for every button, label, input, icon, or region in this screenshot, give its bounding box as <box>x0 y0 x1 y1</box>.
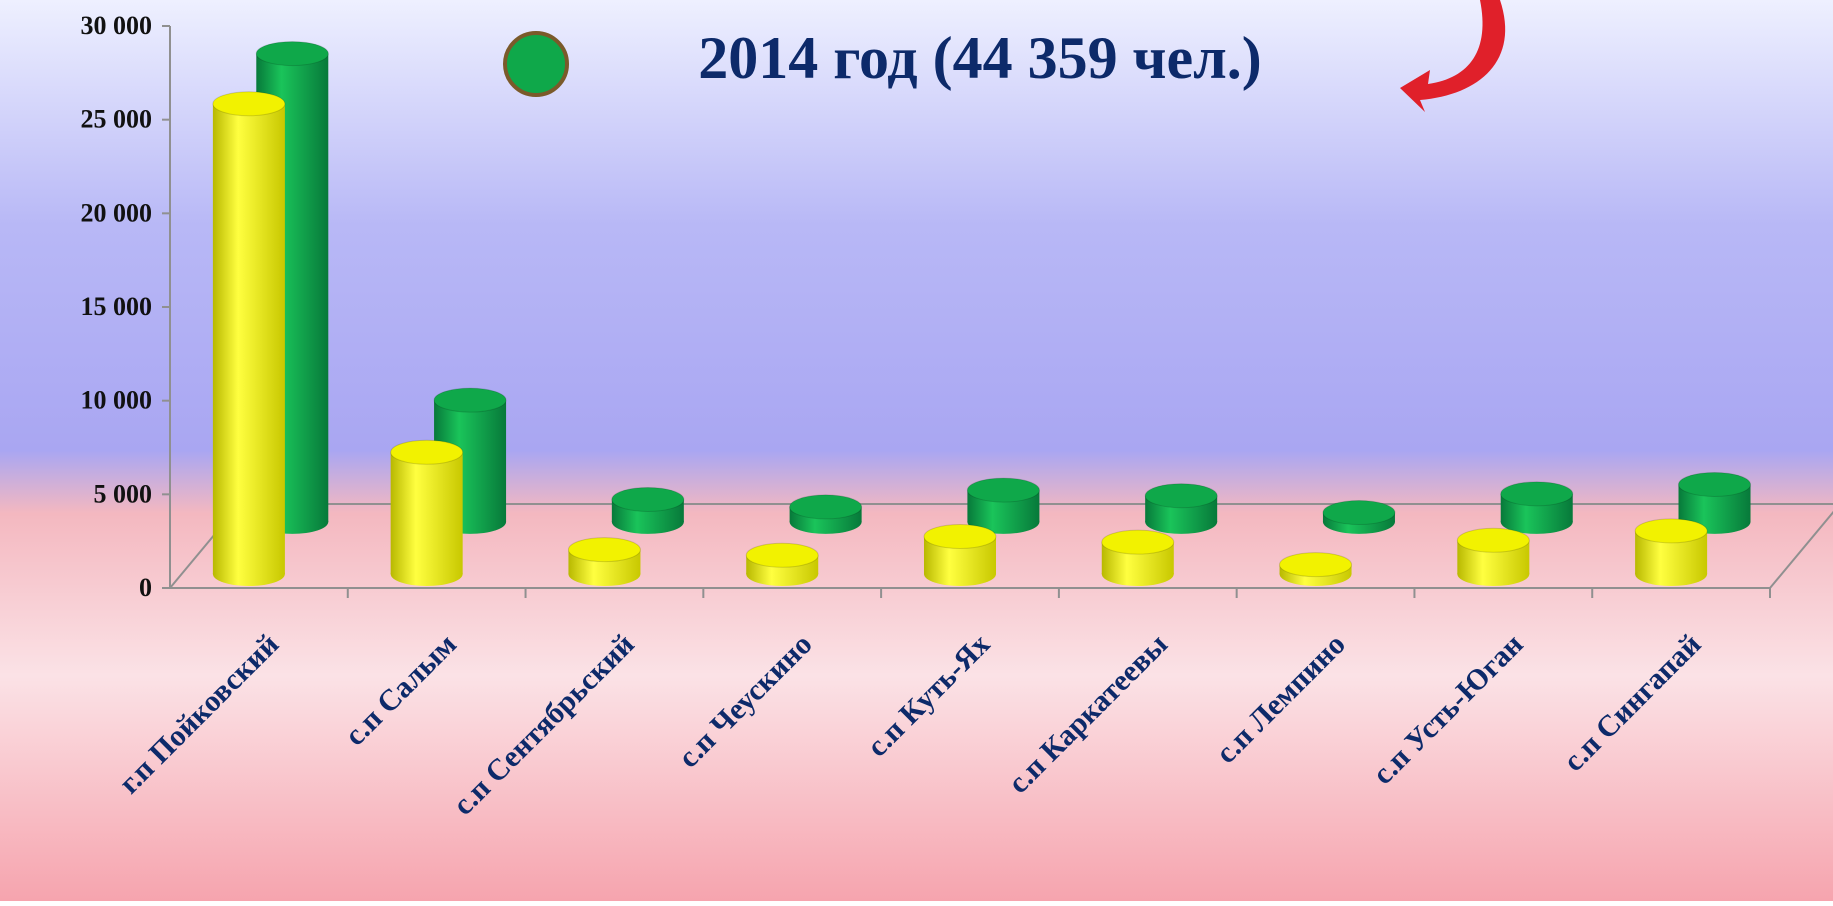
bar-bottom <box>611 509 684 534</box>
y-tick-label: 15 000 <box>81 292 153 321</box>
legend-label: 2014 год (44 359 чел.) <box>698 25 1261 91</box>
bar <box>212 91 286 586</box>
bar <box>1500 481 1574 534</box>
y-tick-label: 10 000 <box>81 386 153 415</box>
bar <box>390 439 464 586</box>
bar-top <box>966 477 1040 503</box>
bar-bottom <box>1145 509 1218 534</box>
y-tick-label: 5 000 <box>94 479 153 508</box>
y-tick-label: 25 000 <box>81 105 153 134</box>
bar-top <box>212 91 286 117</box>
bar-top <box>1634 518 1708 544</box>
y-tick-label: 0 <box>139 573 152 602</box>
bar-top <box>611 486 685 512</box>
bar-top <box>1101 529 1175 555</box>
bar-top <box>1678 471 1752 497</box>
bar-top <box>255 41 329 67</box>
bar <box>611 486 685 534</box>
bar <box>745 542 819 586</box>
bar <box>966 477 1040 534</box>
bar-top <box>1279 552 1353 578</box>
arrow <box>1400 0 1506 112</box>
bar-bottom <box>212 562 285 586</box>
bar-top <box>1500 481 1574 507</box>
bar-bottom <box>1500 509 1573 534</box>
bar <box>789 494 863 534</box>
bar-top <box>1322 500 1396 526</box>
legend-marker <box>503 31 569 97</box>
bar-top <box>390 439 464 465</box>
bar <box>1322 500 1396 534</box>
bar-bottom <box>924 562 996 586</box>
bar-top <box>1144 483 1218 509</box>
bar-bottom <box>967 509 1040 534</box>
bar <box>1456 527 1530 586</box>
bar-bottom <box>1101 562 1174 586</box>
bar-body <box>390 452 463 574</box>
y-tick-label: 20 000 <box>81 198 153 227</box>
bar-top <box>1456 527 1530 553</box>
bar-bottom <box>390 562 463 586</box>
bar-bottom <box>1635 562 1708 586</box>
bar-bottom <box>1457 562 1530 586</box>
bar-top <box>745 542 819 568</box>
bar-top <box>567 537 641 563</box>
y-tick-label: 30 000 <box>81 11 153 40</box>
bar-top <box>433 387 507 413</box>
bar <box>923 524 997 586</box>
bar <box>1678 471 1752 534</box>
bar <box>1144 483 1218 534</box>
bar-body <box>212 103 285 574</box>
bar <box>1634 518 1708 586</box>
bar-top <box>789 494 863 520</box>
bar <box>1101 529 1175 586</box>
bar-bottom <box>746 562 819 586</box>
bar <box>567 537 641 586</box>
bar <box>1279 552 1353 586</box>
bar-top <box>923 524 997 550</box>
bar-bottom <box>568 562 641 586</box>
